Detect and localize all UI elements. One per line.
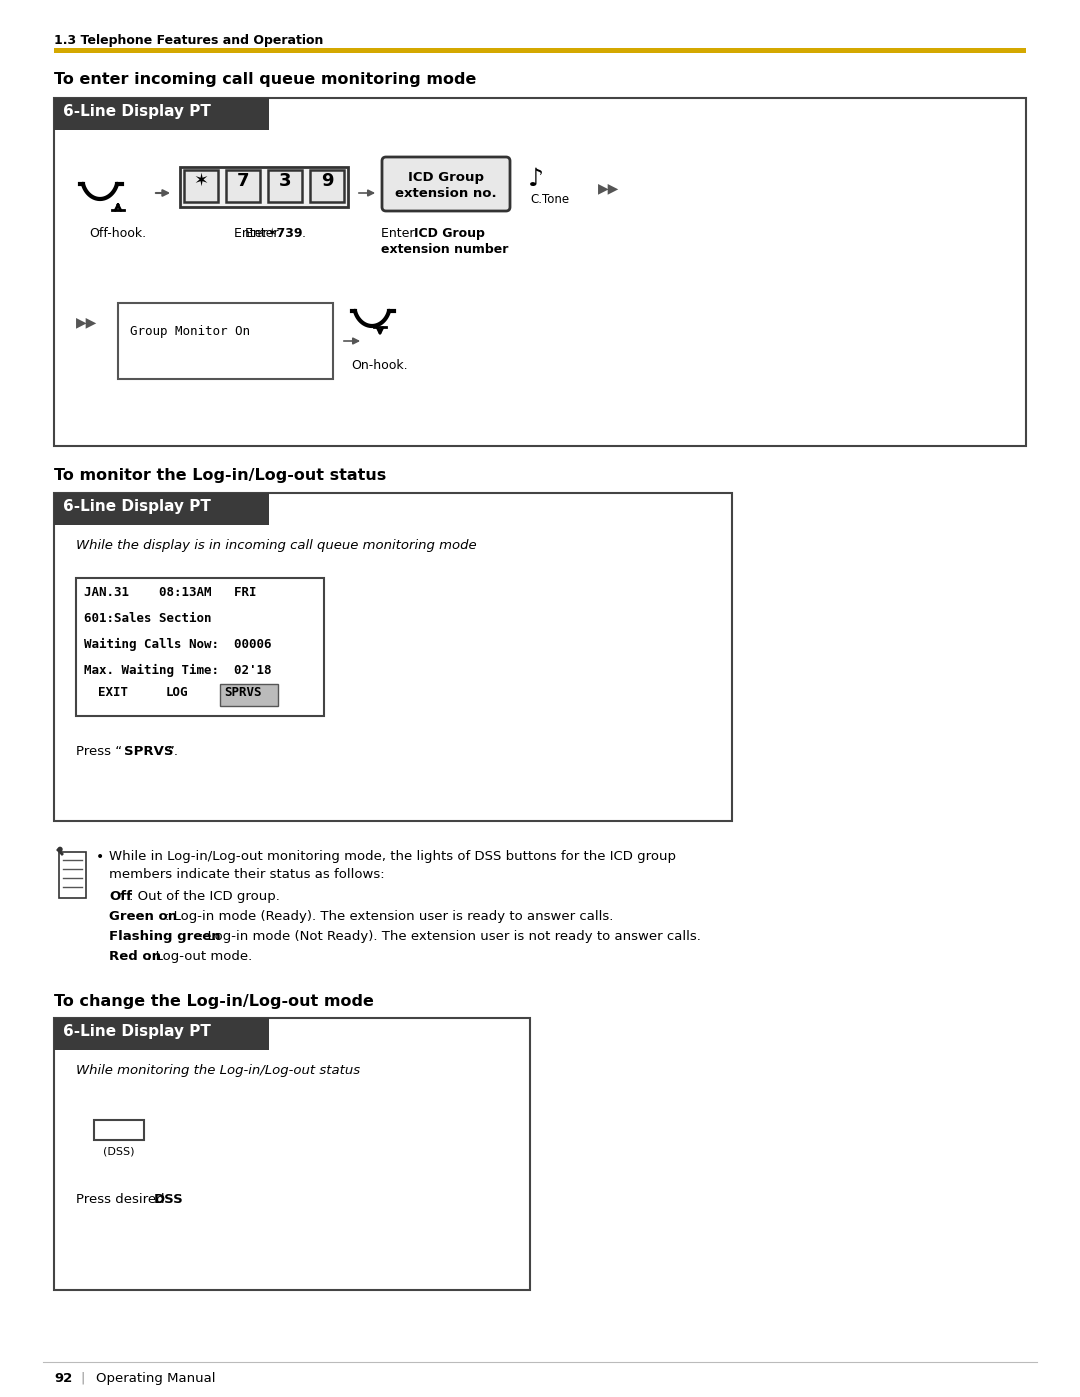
Text: Green on: Green on (109, 909, 177, 923)
Text: ”.: ”. (168, 745, 179, 759)
Bar (54, 98, 269, 130)
Text: Enter: Enter (245, 226, 283, 240)
Text: : Log-in mode (Ready). The extension user is ready to answer calls.: : Log-in mode (Ready). The extension use… (165, 909, 613, 923)
Text: 6-Line Display PT: 6-Line Display PT (63, 1024, 211, 1039)
Text: While monitoring the Log-in/Log-out status: While monitoring the Log-in/Log-out stat… (76, 1065, 360, 1077)
Text: •: • (96, 849, 105, 863)
Text: : Log-out mode.: : Log-out mode. (147, 950, 253, 963)
Text: 3: 3 (279, 172, 292, 190)
Text: extension no.: extension no. (395, 187, 497, 200)
Text: C.Tone: C.Tone (530, 193, 569, 205)
FancyBboxPatch shape (382, 156, 510, 211)
Text: 9: 9 (321, 172, 334, 190)
Text: To change the Log-in/Log-out mode: To change the Log-in/Log-out mode (54, 995, 374, 1009)
Text: While in Log-in/Log-out monitoring mode, the lights of DSS buttons for the ICD g: While in Log-in/Log-out monitoring mode,… (109, 849, 676, 863)
Bar (180, 168, 348, 207)
Text: : Log-in mode (Not Ready). The extension user is not ready to answer calls.: : Log-in mode (Not Ready). The extension… (199, 930, 701, 943)
Bar (220, 685, 278, 705)
Text: ●: ● (57, 847, 63, 852)
Bar (310, 170, 345, 203)
Text: Max. Waiting Time:  02'18: Max. Waiting Time: 02'18 (84, 664, 271, 678)
Text: 92: 92 (54, 1372, 72, 1384)
Text: ✶739: ✶739 (267, 226, 303, 240)
Bar (94, 1120, 144, 1140)
Text: 6-Line Display PT: 6-Line Display PT (63, 499, 211, 514)
Bar (76, 578, 324, 717)
Text: ICD Group: ICD Group (408, 170, 484, 184)
Text: .: . (176, 1193, 180, 1206)
Text: 601:Sales Section: 601:Sales Section (84, 612, 212, 624)
Text: On-hook.: On-hook. (352, 359, 408, 372)
Bar (54, 1018, 269, 1051)
Text: Flashing green: Flashing green (109, 930, 220, 943)
Text: Off-hook.: Off-hook. (90, 226, 147, 240)
Text: To enter incoming call queue monitoring mode: To enter incoming call queue monitoring … (54, 73, 476, 87)
Text: EXIT: EXIT (98, 686, 129, 698)
Text: ✶: ✶ (193, 172, 208, 190)
Text: SPRVS: SPRVS (124, 745, 174, 759)
Text: SPRVS: SPRVS (224, 686, 261, 698)
Text: (DSS): (DSS) (104, 1146, 135, 1155)
Polygon shape (59, 852, 86, 898)
Text: .: . (302, 226, 306, 240)
Text: Operating Manual: Operating Manual (96, 1372, 216, 1384)
Text: 7: 7 (237, 172, 249, 190)
Text: Enter: Enter (234, 226, 271, 240)
Text: JAN.31    08:13AM   FRI: JAN.31 08:13AM FRI (84, 585, 257, 599)
Text: 1.3 Telephone Features and Operation: 1.3 Telephone Features and Operation (54, 34, 323, 47)
Text: |: | (80, 1372, 84, 1384)
Bar (184, 170, 218, 203)
Bar (54, 47, 1026, 53)
Bar (54, 98, 1026, 446)
Text: ICD Group: ICD Group (414, 226, 485, 240)
Text: 6-Line Display PT: 6-Line Display PT (63, 103, 211, 119)
Text: ♪: ♪ (528, 168, 544, 191)
Text: To monitor the Log-in/Log-out status: To monitor the Log-in/Log-out status (54, 468, 387, 483)
Text: Red on: Red on (109, 950, 161, 963)
Bar (54, 493, 269, 525)
Text: Waiting Calls Now:  00006: Waiting Calls Now: 00006 (84, 638, 271, 651)
Text: While the display is in incoming call queue monitoring mode: While the display is in incoming call qu… (76, 539, 476, 552)
Bar (54, 493, 732, 821)
Text: Enter: Enter (381, 226, 419, 240)
Text: members indicate their status as follows:: members indicate their status as follows… (109, 868, 384, 882)
Text: ▶▶: ▶▶ (76, 314, 97, 330)
Text: Off: Off (109, 890, 132, 902)
Text: Press “: Press “ (76, 745, 122, 759)
Text: Group Monitor On: Group Monitor On (130, 326, 249, 338)
Text: extension number: extension number (381, 243, 509, 256)
Bar (118, 303, 333, 379)
Text: .: . (487, 243, 491, 256)
Text: : Out of the ICD group.: : Out of the ICD group. (129, 890, 280, 902)
Bar (54, 1018, 530, 1289)
Bar (226, 170, 260, 203)
Bar (268, 170, 302, 203)
Text: LOG: LOG (166, 686, 189, 698)
Text: ▶▶: ▶▶ (598, 182, 619, 196)
Text: DSS: DSS (153, 1193, 184, 1206)
Text: Press desired: Press desired (76, 1193, 168, 1206)
